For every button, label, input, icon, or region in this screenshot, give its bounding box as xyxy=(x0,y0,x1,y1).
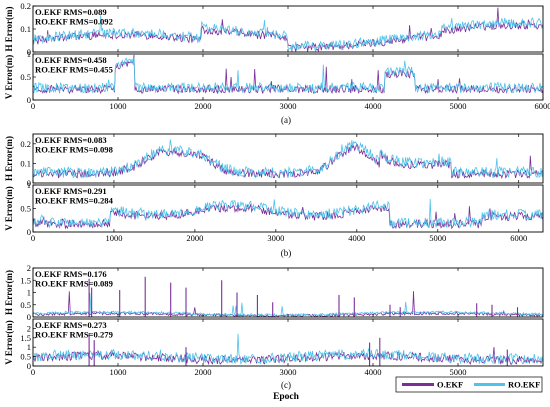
x-tick-label: 5000 xyxy=(450,367,467,377)
x-tick-label: 4000 xyxy=(365,101,382,111)
caption-b: (b) xyxy=(281,248,292,258)
y-tick-label: 0 xyxy=(27,227,31,237)
axes-frame xyxy=(32,53,544,101)
rms-annotation: O.EKF RMS=0.291 xyxy=(35,186,107,196)
rms-annotation: O.EKF RMS=0.083 xyxy=(35,135,107,145)
y-tick-label: 1 xyxy=(27,288,31,298)
y-axis-label: V Error(m) xyxy=(4,55,14,99)
y-tick-label: 0.1 xyxy=(20,158,31,168)
x-tick-label: 4000 xyxy=(348,233,365,243)
y-tick-label: 0.5 xyxy=(20,352,31,362)
x-tick-label: 2000 xyxy=(186,233,203,243)
plot-area-3 xyxy=(33,139,543,180)
y-tick-label: 0 xyxy=(27,361,31,371)
axes-frame xyxy=(32,267,544,318)
y-tick-label: 1.5 xyxy=(20,333,31,343)
x-axis-label: Epoch xyxy=(273,392,300,402)
caption-a: (a) xyxy=(281,115,291,125)
y-tick-label: 1 xyxy=(27,49,31,59)
chart-panel-6: 00.511.52 0 1000 2000 3000 4000 5000 O.EKF RMS=… xyxy=(4,318,544,377)
rms-annotation: RO.EKF RMS=0.284 xyxy=(35,196,114,206)
y-tick-label: 0 xyxy=(27,95,31,105)
series-line-ro-ekf-4 xyxy=(33,198,543,229)
y-tick-label: 1.5 xyxy=(20,275,31,285)
x-tick-label: 1000 xyxy=(110,367,127,377)
x-tick-label: 3000 xyxy=(267,233,284,243)
rms-annotation: RO.EKF RMS=0.098 xyxy=(35,145,114,155)
rms-annotation: RO.EKF RMS=0.089 xyxy=(35,279,113,289)
x-tick-label: 4000 xyxy=(365,367,382,377)
rms-annotation: RO.EKF RMS=0.279 xyxy=(35,330,113,340)
x-tick-label: 5000 xyxy=(450,101,467,111)
y-tick-label: 0.5 xyxy=(20,300,31,310)
plot-area-2 xyxy=(33,54,543,95)
y-tick-label: 2 xyxy=(27,323,31,333)
legend-box xyxy=(395,376,543,393)
y-tick-label: 2 xyxy=(27,263,31,273)
y-tick-label: 0 xyxy=(27,312,31,322)
x-tick-label: 3000 xyxy=(280,101,297,111)
x-tick-label: 2000 xyxy=(195,101,212,111)
y-axis-label: V Error(m) xyxy=(4,186,14,230)
rms-annotation: RO.EKF RMS=0.092 xyxy=(35,17,113,27)
rms-annotation: O.EKF RMS=0.273 xyxy=(35,320,107,330)
legend-label-ro-ekf: RO.EKF xyxy=(508,380,540,390)
y-axis-label: H Error(m) xyxy=(4,6,14,51)
y-tick-label: 0 xyxy=(27,178,31,188)
x-tick-label: 0 xyxy=(31,367,35,377)
caption-c: (c) xyxy=(281,380,291,390)
y-tick-label: 0.2 xyxy=(20,139,31,149)
x-tick-label: 1000 xyxy=(105,233,122,243)
x-tick-label: 3000 xyxy=(280,367,297,377)
y-tick-label: 1 xyxy=(27,180,31,190)
x-tick-label: 6000 xyxy=(535,101,550,111)
series-line-ro-ekf-3 xyxy=(33,139,543,179)
y-tick-label: 0.2 xyxy=(20,1,31,11)
x-tick-label: 0 xyxy=(31,101,35,111)
y-tick-label: 0 xyxy=(27,47,31,57)
x-tick-label: 1000 xyxy=(110,101,127,111)
plot-area-1 xyxy=(33,7,543,52)
series-line-ro-ekf-2 xyxy=(33,57,543,94)
plot-area-6 xyxy=(33,333,543,366)
rms-annotation: O.EKF RMS=0.089 xyxy=(35,7,107,17)
series-line-ro-ekf-6 xyxy=(33,333,543,365)
y-axis-label: H Error(m) xyxy=(4,136,14,181)
y-tick-label: 0.5 xyxy=(20,72,31,82)
plot-area-4 xyxy=(33,198,543,230)
y-axis-label: H Error(m) xyxy=(4,270,14,315)
series-line-ro-ekf-1 xyxy=(33,15,543,52)
y-axis-label: V Error(m) xyxy=(4,320,14,364)
legend-label-o-ekf: O.EKF xyxy=(437,380,463,390)
x-tick-label: 5000 xyxy=(429,233,446,243)
x-tick-label: 2000 xyxy=(195,367,212,377)
rms-annotation: O.EKF RMS=0.458 xyxy=(35,55,107,65)
series-line-ro-ekf-5 xyxy=(33,292,543,317)
rms-annotation: O.EKF RMS=0.176 xyxy=(35,269,107,279)
y-tick-label: 1 xyxy=(27,342,31,352)
x-tick-label: 6000 xyxy=(510,233,527,243)
y-tick-label: 0.1 xyxy=(20,24,31,34)
y-tick-label: 0.5 xyxy=(20,204,31,214)
legend: O.EKF RO.EKF xyxy=(395,376,543,393)
axes-frame xyxy=(32,133,544,184)
x-tick-label: 0 xyxy=(31,233,35,243)
rms-annotation: RO.EKF RMS=0.455 xyxy=(35,65,113,75)
